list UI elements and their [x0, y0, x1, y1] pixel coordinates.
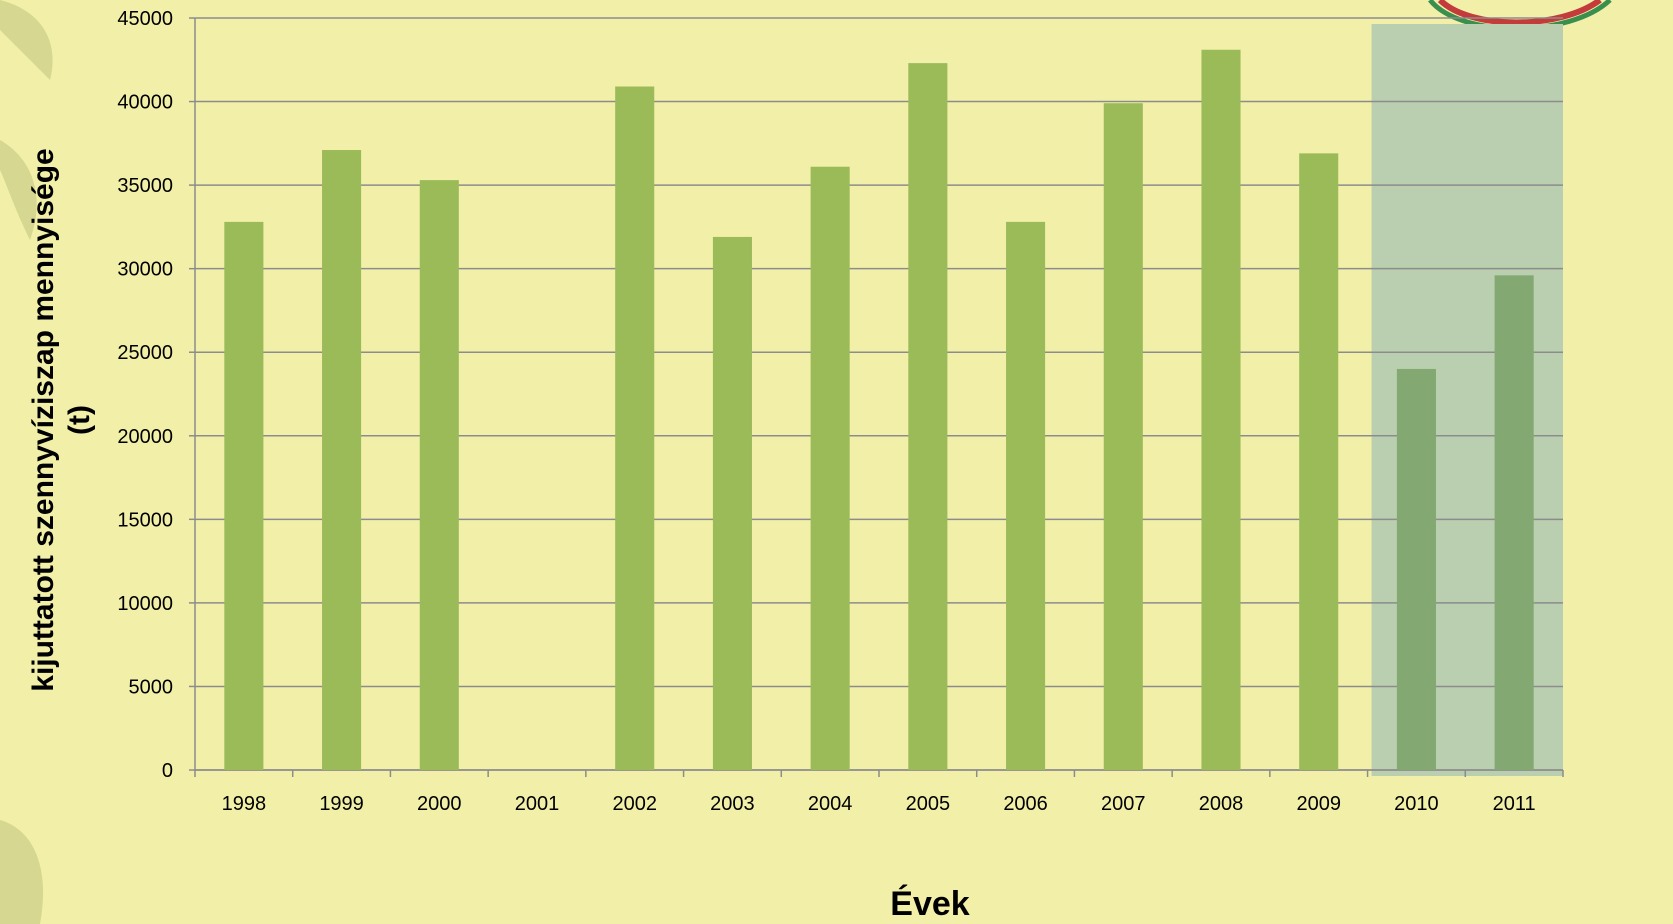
x-tick-label: 2005 [906, 793, 951, 815]
y-tick-label: 20000 [117, 426, 173, 448]
x-tick-label: 2011 [1493, 793, 1536, 815]
x-tick-label: 1998 [222, 793, 267, 815]
leaf-ornament-left [0, 140, 37, 240]
bar [1006, 221, 1046, 770]
x-tick-label: 2002 [612, 793, 657, 815]
bar [224, 221, 264, 770]
leaf-ornament-top-left [0, 0, 53, 80]
x-tick-label: 2006 [1003, 793, 1048, 815]
bar [908, 63, 948, 771]
bar [1103, 103, 1143, 770]
y-tick-label: 10000 [117, 593, 173, 615]
x-tick-label: 1999 [319, 793, 364, 815]
y-tick-label: 0 [162, 760, 173, 782]
bar [1299, 153, 1339, 771]
x-tick-label: 2000 [417, 793, 462, 815]
x-tick-label: 2003 [710, 793, 755, 815]
y-tick-label: 45000 [117, 8, 173, 30]
bar [1396, 368, 1436, 770]
x-tick-label: 2010 [1394, 793, 1439, 815]
y-tick-label: 35000 [117, 175, 173, 197]
x-tick-label: 2008 [1199, 793, 1244, 815]
bar [1201, 49, 1241, 771]
bar [419, 180, 459, 770]
x-tick-label: 2004 [808, 793, 853, 815]
y-tick-label: 25000 [117, 342, 173, 364]
y-tick-label: 40000 [117, 92, 173, 114]
bar [1494, 275, 1534, 770]
y-tick-label: 15000 [117, 509, 173, 531]
x-tick-label: 2007 [1101, 793, 1146, 815]
x-tick-label: 2001 [515, 793, 560, 815]
y-tick-label: 5000 [129, 676, 174, 698]
bar [712, 236, 752, 771]
bar [810, 166, 850, 770]
x-tick-label: 2009 [1296, 793, 1341, 815]
leaf-ornament-bottom-left [0, 820, 44, 924]
bar [615, 86, 655, 770]
x-axis-title: Évek [890, 885, 970, 923]
y-tick-label: 30000 [117, 259, 173, 281]
bar [322, 150, 362, 771]
